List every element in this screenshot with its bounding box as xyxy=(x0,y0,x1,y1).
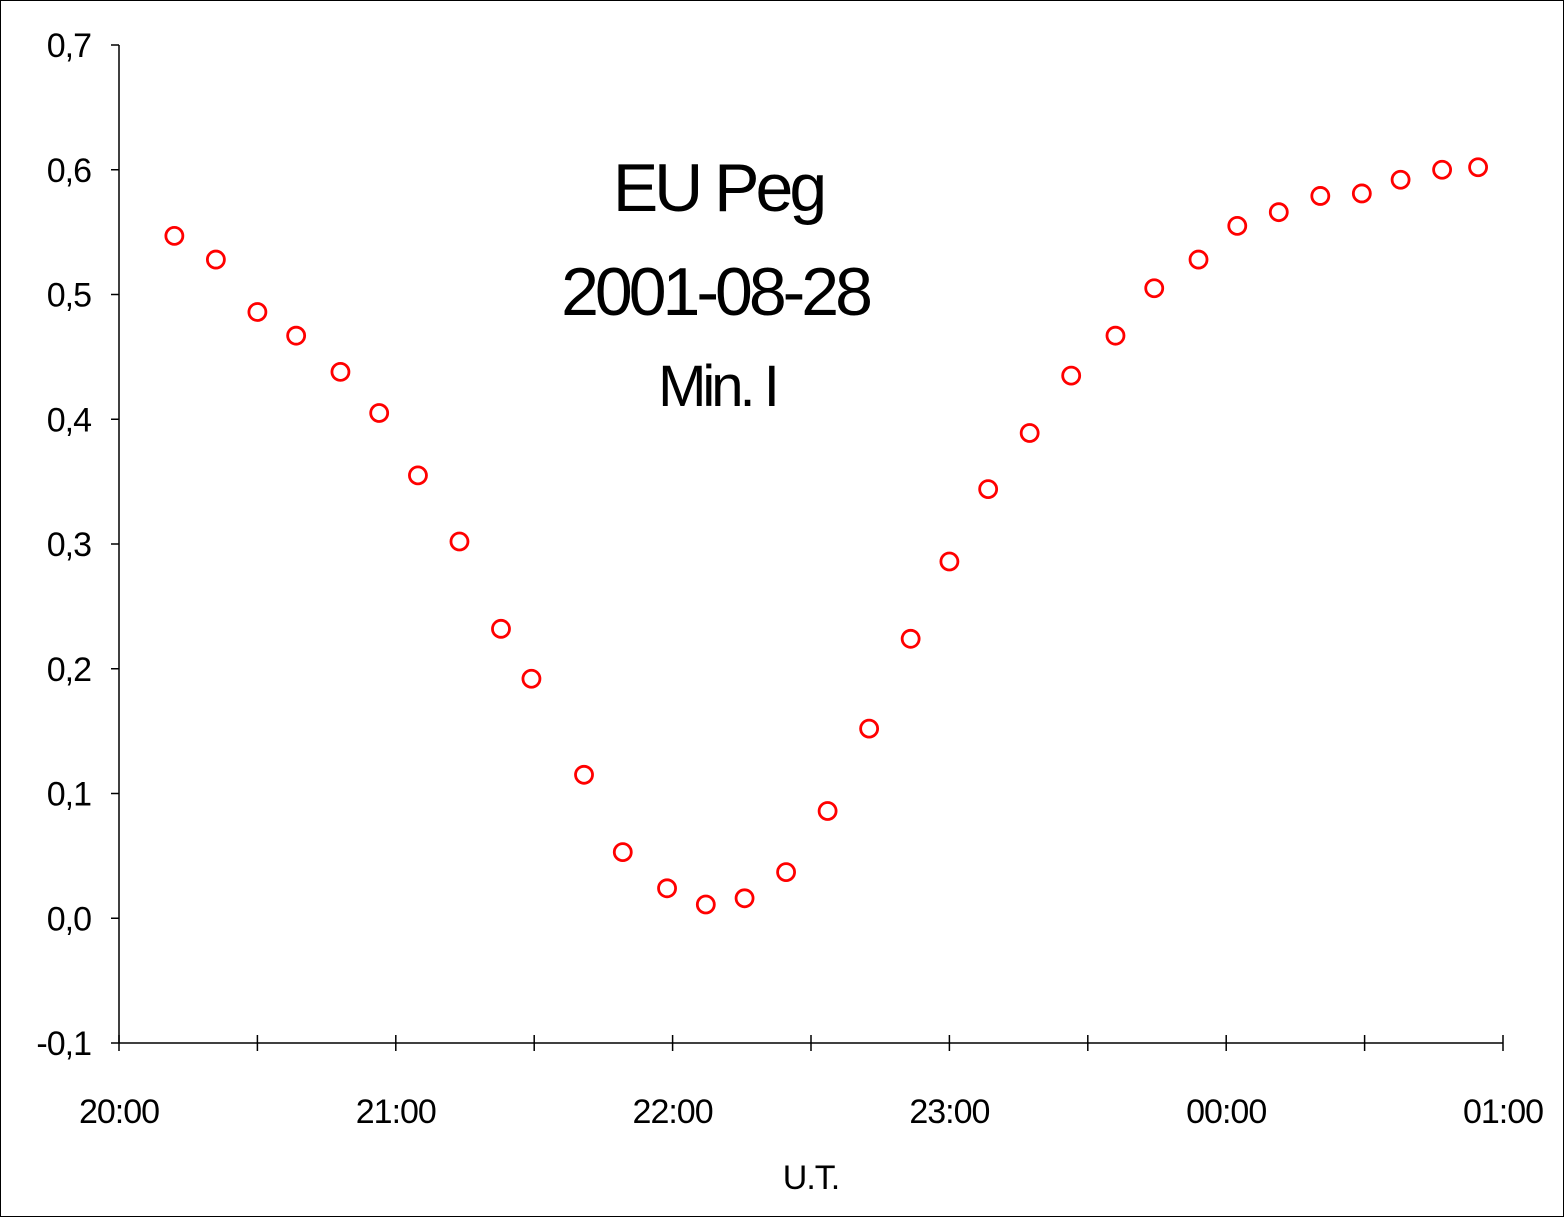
data-point xyxy=(978,479,999,500)
data-point xyxy=(1227,215,1248,236)
data-point xyxy=(657,878,677,899)
y-tick-label: 0,2 xyxy=(47,651,91,689)
chart-title-block: EU Peg 2001-08-28 Min. I xyxy=(561,150,874,419)
y-tick-label: 0,1 xyxy=(47,776,91,814)
data-point xyxy=(521,668,542,689)
y-tick-label: 0,7 xyxy=(47,27,91,65)
x-tick-label: 21:00 xyxy=(356,1093,436,1131)
data-point xyxy=(491,618,511,639)
data-point xyxy=(612,842,633,863)
y-tick-label: -0,1 xyxy=(36,1025,91,1063)
data-point xyxy=(1105,325,1126,346)
data-point xyxy=(1351,183,1372,204)
data-point xyxy=(205,249,226,270)
data-point xyxy=(695,894,716,915)
data-point xyxy=(734,888,755,909)
y-tick-label: 0,3 xyxy=(47,526,91,564)
y-axis-ticks: -0,1 0,0 0,1 0,2 0,3 0,4 0,5 0,6 0,7 xyxy=(36,27,119,1063)
data-point xyxy=(900,628,921,649)
x-tick-label: 00:00 xyxy=(1186,1093,1266,1131)
chart-title-line-2: 2001-08-28 xyxy=(561,254,870,330)
x-tick-label: 22:00 xyxy=(633,1093,713,1131)
data-point xyxy=(247,302,268,322)
x-axis-ticks: 20:00 21:00 22:00 23:00 00:00 01:00 xyxy=(79,1035,1544,1131)
x-tick-label: 23:00 xyxy=(909,1093,989,1131)
x-tick-label: 20:00 xyxy=(79,1093,159,1131)
chart-title-line-3: Min. I xyxy=(658,354,776,419)
data-point xyxy=(369,403,390,423)
data-point xyxy=(1061,365,1082,386)
y-tick-label: 0,0 xyxy=(47,900,91,938)
data-point xyxy=(1268,202,1289,223)
data-point xyxy=(164,225,185,246)
data-point xyxy=(330,361,351,382)
data-point xyxy=(286,325,307,346)
data-point xyxy=(939,551,960,572)
data-point xyxy=(1390,169,1411,190)
data-point xyxy=(1432,159,1453,180)
data-point xyxy=(1188,249,1209,270)
chart-title-line-1: EU Peg xyxy=(613,150,824,226)
data-point xyxy=(817,801,838,821)
data-point xyxy=(1468,157,1488,178)
y-tick-label: 0,6 xyxy=(47,152,91,190)
data-point xyxy=(408,465,428,486)
data-point xyxy=(1310,186,1331,206)
data-point xyxy=(859,718,880,739)
data-point xyxy=(574,764,594,785)
data-point xyxy=(1144,278,1165,299)
y-tick-label: 0,5 xyxy=(47,277,91,315)
y-tick-label: 0,4 xyxy=(47,401,91,439)
x-axis-title: U.T. xyxy=(783,1159,839,1197)
data-point xyxy=(449,531,470,552)
data-points xyxy=(164,157,1488,915)
data-point xyxy=(1019,423,1040,443)
data-point xyxy=(776,862,796,882)
x-tick-label: 01:00 xyxy=(1463,1093,1543,1131)
